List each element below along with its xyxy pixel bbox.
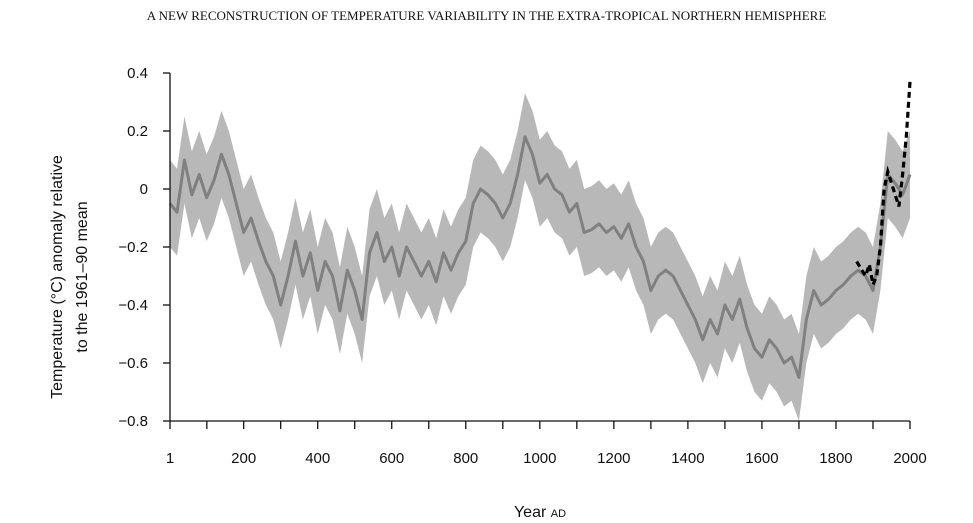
x-tick-label: 1 xyxy=(166,450,174,467)
instrumental-line xyxy=(855,81,912,291)
x-axis-title-text: Year xyxy=(514,504,547,521)
x-axis-title: Year AD xyxy=(514,504,566,521)
x-ticks: 1 200 400 600 800 1000 1200 1400 1600 1800 2000 xyxy=(166,421,927,467)
reconstruction-line xyxy=(168,135,912,379)
y-tick-label: 0 xyxy=(140,181,148,198)
x-tick-label: 1400 xyxy=(671,450,704,467)
y-tick-label: −0.8 xyxy=(118,413,148,430)
y-tick-label: −0.2 xyxy=(118,239,148,256)
x-tick-label: 2000 xyxy=(893,450,926,467)
uncertainty-band xyxy=(170,93,910,422)
y-axis-title-line1: Temperature (°C) anomaly relative xyxy=(49,155,66,399)
x-tick-label: 200 xyxy=(231,450,256,467)
reconstruction-line-layer xyxy=(168,135,912,379)
x-tick-label: 1800 xyxy=(819,450,852,467)
x-tick-label: 800 xyxy=(453,450,478,467)
x-tick-label: 1200 xyxy=(597,450,630,467)
x-tick-label: 400 xyxy=(305,450,330,467)
y-axis-title-line2: to the 1961–90 mean xyxy=(74,201,91,352)
y-tick-label: 0.2 xyxy=(127,123,148,140)
x-tick-label: 1000 xyxy=(523,450,556,467)
y-ticks: 0.4 0.2 0 −0.2 −0.4 −0.6 −0.8 xyxy=(118,65,170,430)
uncertainty-band-layer xyxy=(170,93,910,422)
y-tick-label: −0.4 xyxy=(118,297,148,314)
y-tick-label: 0.4 xyxy=(127,65,148,82)
x-tick-label: 1600 xyxy=(745,450,778,467)
page-title: A NEW RECONSTRUCTION OF TEMPERATURE VARI… xyxy=(146,8,827,23)
y-tick-label: −0.6 xyxy=(118,355,148,372)
instrumental-line-layer xyxy=(855,81,912,291)
x-tick-label: 600 xyxy=(379,450,404,467)
x-axis-title-suffix: AD xyxy=(551,508,566,520)
